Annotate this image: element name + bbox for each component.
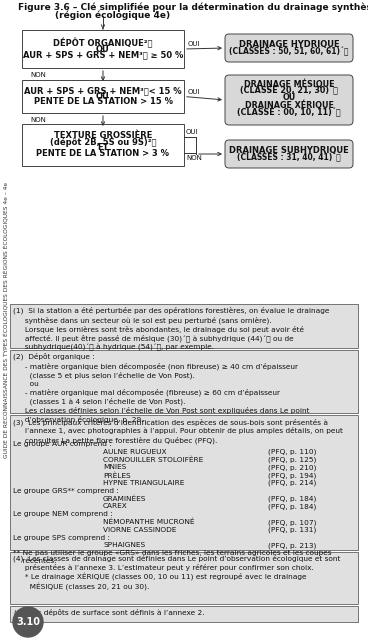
Text: DRAINAGE MÉSIQUE: DRAINAGE MÉSIQUE (244, 79, 334, 89)
Text: OUI: OUI (188, 41, 201, 47)
Text: DRAINAGE HYDRIQUE: DRAINAGE HYDRIQUE (239, 40, 339, 49)
Text: NÉMOPANTHE MUCRONÉ: NÉMOPANTHE MUCRONÉ (103, 519, 195, 525)
FancyBboxPatch shape (225, 34, 353, 62)
Text: Le groupe NEM comprend :: Le groupe NEM comprend : (13, 511, 113, 517)
Bar (10, 552, 358, 604)
Text: OU: OU (282, 93, 296, 102)
Text: PENTE DE LA STATION > 3 %: PENTE DE LA STATION > 3 % (36, 150, 170, 159)
Text: (1)  Si la station a été perturbée par des opérations forestières, on évalue le : (1) Si la station a été perturbée par de… (13, 307, 329, 351)
Text: Figure 3.6 – Clé simplifiée pour la détermination du drainage synthèse ¹⦴: Figure 3.6 – Clé simplifiée pour la déte… (18, 2, 368, 12)
FancyBboxPatch shape (225, 140, 353, 168)
Text: HYPNE TRIANGULAIRE: HYPNE TRIANGULAIRE (103, 480, 184, 486)
Text: Le groupe SPS comprend :: Le groupe SPS comprend : (13, 534, 110, 541)
Text: (dépôt 2B, 5S ou 9S)²⦴: (dépôt 2B, 5S ou 9S)²⦴ (50, 137, 156, 147)
Text: DÉPÔT ORGANIQUE²⦴: DÉPÔT ORGANIQUE²⦴ (53, 38, 153, 48)
Bar (10, 415, 358, 550)
Text: ** Ne pas utiliser le groupe «GRS» dans les friches, les terrains agricoles et l: ** Ne pas utiliser le groupe «GRS» dans … (13, 550, 332, 564)
Text: (PFQ, p. 131): (PFQ, p. 131) (268, 527, 316, 533)
Text: PRÈLES: PRÈLES (103, 472, 131, 479)
Text: (PFQ, p. 214): (PFQ, p. 214) (268, 480, 316, 486)
Circle shape (13, 607, 43, 637)
Text: DRAINAGE XÉRIQUE: DRAINAGE XÉRIQUE (245, 100, 333, 109)
Text: (CLASSE 20, 21, 30)´⦴: (CLASSE 20, 21, 30)´⦴ (240, 86, 338, 95)
Text: (PFQ, p. 110): (PFQ, p. 110) (268, 449, 316, 455)
Text: (PFQ, p. 210): (PFQ, p. 210) (268, 465, 316, 471)
Text: PENTE DE LA STATION > 15 %: PENTE DE LA STATION > 15 % (33, 97, 173, 106)
Bar (10, 606, 358, 622)
Text: Le groupe GRS** comprend :: Le groupe GRS** comprend : (13, 488, 119, 494)
Text: NON: NON (30, 117, 46, 123)
Text: CORNOUILLER STOLOIFÈRE: CORNOUILLER STOLOIFÈRE (103, 456, 203, 463)
Text: VIORNE CASSINODE: VIORNE CASSINODE (103, 527, 176, 532)
Text: GRAMINÉES: GRAMINÉES (103, 495, 146, 502)
Text: (3)  Les principaux critères d’identification des espèces de sous-bois sont prés: (3) Les principaux critères d’identifica… (13, 418, 343, 444)
Text: Le groupe AUR comprend :: Le groupe AUR comprend : (13, 441, 112, 447)
Text: (PFQ, p. 194): (PFQ, p. 194) (268, 472, 316, 479)
Text: OU: OU (96, 92, 110, 101)
Bar (10, 350, 358, 413)
Text: (2)  Dépôt organique :
     - matière organique bien décomposée (non fibreuse) ≥: (2) Dépôt organique : - matière organiqu… (13, 353, 309, 423)
Bar (10, 304, 358, 348)
Text: (CLASSES : 50, 51, 60, 61)´⦴: (CLASSES : 50, 51, 60, 61)´⦴ (229, 47, 349, 56)
Bar (22, 30, 184, 68)
Text: (PFQ, p. 184): (PFQ, p. 184) (268, 495, 316, 502)
Text: (4)  Les classes de drainage sont définies dans Le point d’observation écologiqu: (4) Les classes de drainage sont définie… (13, 555, 340, 591)
Text: 3.10: 3.10 (16, 617, 40, 627)
Text: NON: NON (186, 154, 202, 161)
Text: TEXTURE GROSSIÈRE: TEXTURE GROSSIÈRE (54, 131, 152, 141)
Bar (22, 80, 184, 113)
Text: (PFQ, p. 125): (PFQ, p. 125) (268, 456, 316, 463)
Text: (5)  Les dépôts de surface sont définis à l’annexe 2.: (5) Les dépôts de surface sont définis à… (14, 608, 205, 616)
Text: NON: NON (30, 72, 46, 78)
Text: (CLASSES : 31, 40, 41)´⦴: (CLASSES : 31, 40, 41)´⦴ (237, 154, 341, 163)
Text: MNIES: MNIES (103, 465, 126, 470)
Text: (PFQ, p. 213): (PFQ, p. 213) (268, 543, 316, 549)
Text: CAREX: CAREX (103, 504, 128, 509)
Text: (CLASSE : 00, 10, 11)´⦴: (CLASSE : 00, 10, 11)´⦴ (237, 108, 341, 118)
Bar (22, 124, 184, 166)
Text: OUI: OUI (188, 88, 201, 95)
Text: GUIDE DE RECONNAISSANCE DES TYPES ÉCOLOGIQUES DES RÉGIONS ÉCOLOGIQUES 4e – 4e: GUIDE DE RECONNAISSANCE DES TYPES ÉCOLOG… (3, 182, 9, 458)
Text: (région écologique 4e): (région écologique 4e) (55, 10, 170, 19)
Text: SPHAIGNES: SPHAIGNES (103, 543, 145, 548)
Text: DRAINAGE SUBHYDRIQUE: DRAINAGE SUBHYDRIQUE (229, 145, 349, 154)
Text: AUR + SPS + GRS + NEM³⦴ ≥ 50 %: AUR + SPS + GRS + NEM³⦴ ≥ 50 % (23, 51, 183, 60)
FancyBboxPatch shape (225, 75, 353, 125)
Text: OU: OU (96, 45, 110, 54)
Text: ET: ET (97, 143, 109, 152)
Text: (PFQ, p. 107): (PFQ, p. 107) (268, 519, 316, 525)
Text: AUR + SPS + GRS + NEM³⦴< 15 %: AUR + SPS + GRS + NEM³⦴< 15 % (24, 86, 182, 95)
Text: (PFQ, p. 184): (PFQ, p. 184) (268, 504, 316, 510)
Text: OUI: OUI (186, 129, 198, 136)
Text: AULNE RUGUEUX: AULNE RUGUEUX (103, 449, 166, 455)
